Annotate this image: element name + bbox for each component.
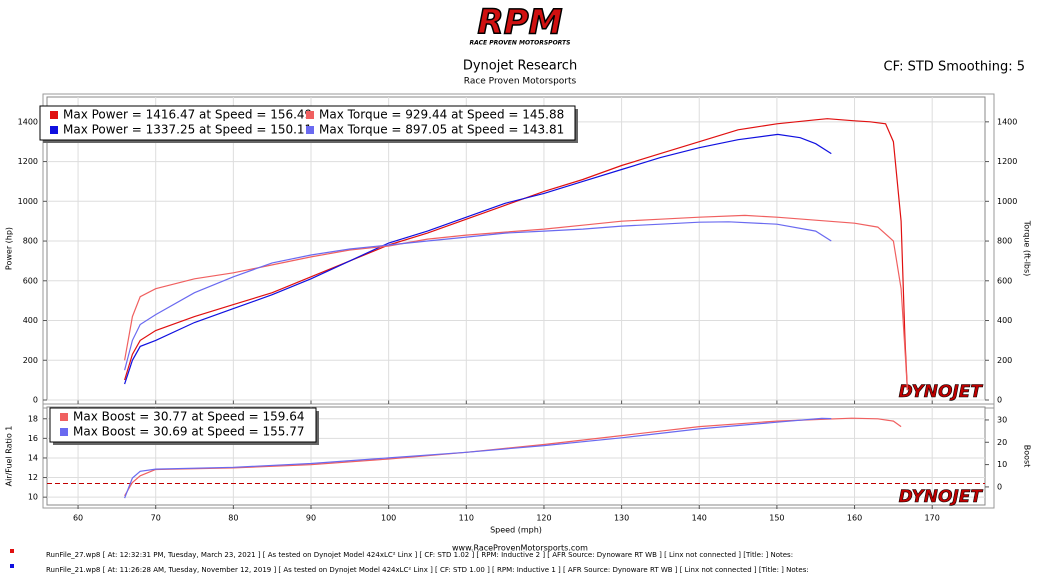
legend-label: Max Boost = 30.69 at Speed = 155.77	[73, 425, 305, 439]
y2-tick-label: 20	[997, 438, 1007, 447]
y2-tick-label: 30	[997, 415, 1007, 424]
y-tick-label: 200	[23, 356, 38, 365]
y-axis-label: Power (hp)	[5, 227, 14, 270]
y-tick-label: 400	[23, 316, 38, 325]
run-swatch	[10, 564, 14, 568]
y2-tick-label: 1200	[997, 157, 1017, 166]
run-swatch	[10, 549, 14, 553]
legend-label: Max Power = 1416.47 at Speed = 156.49	[63, 108, 312, 122]
y-tick-label: 800	[23, 237, 38, 246]
x-axis-label: Speed (mph)	[490, 526, 542, 535]
website: www.RaceProvenMotorsports.com	[452, 544, 588, 553]
series-line	[124, 133, 832, 385]
legend-swatch	[306, 126, 314, 134]
x-tick-label: 140	[692, 514, 707, 523]
x-tick-label: 60	[73, 514, 83, 523]
y-tick-label: 1200	[18, 157, 38, 166]
x-tick-label: 150	[769, 514, 784, 523]
y-tick-label: 16	[28, 434, 38, 443]
legend-swatch	[60, 413, 68, 421]
watermark: DYNOJET	[899, 382, 984, 402]
run-info: RunFile_27.wp8 [ At: 12:32:31 PM, Tuesda…	[46, 551, 793, 559]
x-tick-label: 90	[306, 514, 316, 523]
y2-axis-label: Torque (ft-lbs)	[1023, 220, 1032, 277]
x-tick-label: 160	[847, 514, 862, 523]
legend-label: Max Torque = 929.44 at Speed = 145.88	[319, 108, 564, 122]
watermark: DYNOJET	[899, 487, 984, 507]
y-tick-label: 600	[23, 276, 38, 285]
plot-area	[46, 96, 986, 401]
logo-sub: RACE PROVEN MOTORSPORTS	[470, 40, 571, 47]
x-tick-label: 130	[614, 514, 629, 523]
y-tick-label: 14	[28, 453, 38, 462]
series-line	[124, 221, 832, 371]
x-tick-label: 120	[536, 514, 551, 523]
y2-tick-label: 400	[997, 316, 1012, 325]
series-line	[124, 214, 908, 391]
y2-tick-label: 800	[997, 237, 1012, 246]
title: Dynojet Research	[463, 59, 577, 74]
y2-tick-label: 1000	[997, 197, 1017, 206]
bottom-frame	[42, 403, 995, 509]
series-line	[124, 417, 832, 499]
y2-tick-label: 0	[997, 396, 1002, 405]
y-tick-label: 10	[28, 493, 38, 502]
x-tick-label: 110	[459, 514, 474, 523]
run-info: RunFile_21.wp8 [ At: 11:26:28 AM, Tuesda…	[46, 566, 809, 574]
y2-tick-label: 0	[997, 482, 1002, 491]
y2-tick-label: 1400	[997, 117, 1017, 126]
y-tick-label: 12	[28, 473, 38, 482]
series-line	[124, 118, 908, 391]
legend-label: Max Torque = 897.05 at Speed = 143.81	[319, 123, 564, 137]
legend-swatch	[306, 111, 314, 119]
settings: CF: STD Smoothing: 5	[884, 60, 1025, 75]
y-tick-label: 0	[33, 396, 38, 405]
y2-tick-label: 600	[997, 276, 1012, 285]
legend-swatch	[50, 126, 58, 134]
legend-swatch	[50, 111, 58, 119]
y2-tick-label: 10	[997, 460, 1007, 469]
y-tick-label: 18	[28, 414, 38, 423]
y-tick-label: 1400	[18, 117, 38, 126]
legend-label: Max Boost = 30.77 at Speed = 159.64	[73, 410, 305, 424]
x-tick-label: 70	[151, 514, 161, 523]
x-tick-label: 170	[925, 514, 940, 523]
y-axis-label: Air/Fuel Ratio 1	[5, 426, 14, 487]
legend-swatch	[60, 428, 68, 436]
y2-axis-label: Boost	[1023, 445, 1032, 468]
x-tick-label: 80	[228, 514, 238, 523]
y2-tick-label: 200	[997, 356, 1012, 365]
subtitle: Race Proven Motorsports	[464, 77, 577, 87]
x-tick-label: 100	[381, 514, 396, 523]
logo: RPM	[478, 3, 563, 43]
legend-label: Max Power = 1337.25 at Speed = 150.11	[63, 123, 312, 137]
y-tick-label: 1000	[18, 197, 38, 206]
legend	[49, 407, 317, 443]
